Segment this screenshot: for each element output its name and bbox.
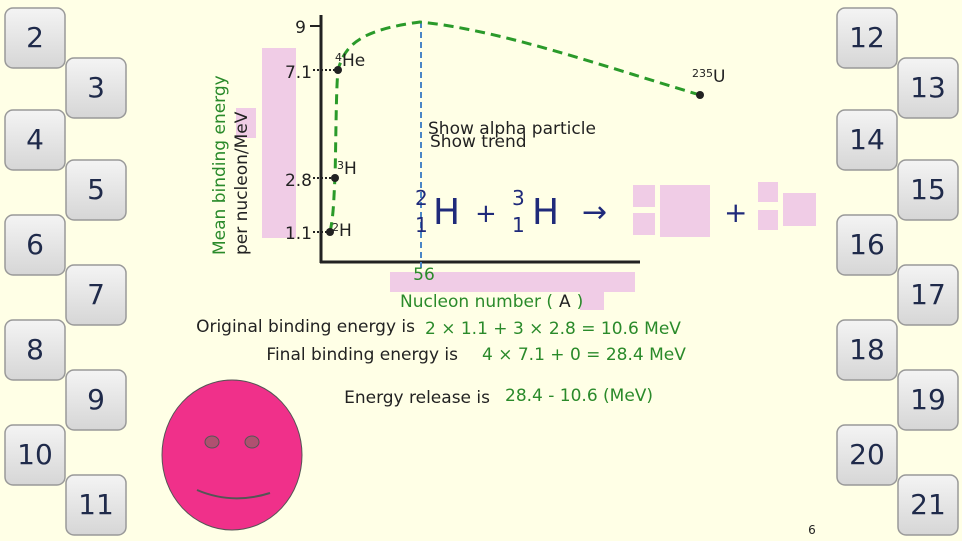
y-axis-label: Mean binding energy xyxy=(210,75,230,255)
tile-number: 21 xyxy=(910,488,946,521)
tile-number: 5 xyxy=(87,173,105,206)
number-tile xyxy=(65,474,127,536)
release-label: Energy release is xyxy=(344,388,490,408)
nuclide-label: 3H xyxy=(337,159,357,179)
y-label: 9 xyxy=(295,18,306,38)
points xyxy=(326,66,704,236)
x-axis-label: Nucleon number (A) xyxy=(400,292,583,312)
mass-number: 2 xyxy=(415,186,428,210)
number-tile xyxy=(4,214,66,276)
tile-number: 2 xyxy=(26,21,44,54)
number-tile xyxy=(4,319,66,381)
number-tile xyxy=(65,57,127,119)
original-value: 2 × 1.1 + 3 × 2.8 = 10.6 MeV xyxy=(425,319,681,339)
number-tile xyxy=(897,159,959,221)
nuclide-label: 4He xyxy=(335,51,365,71)
tile-number: 18 xyxy=(849,333,885,366)
tile-number: 7 xyxy=(87,278,105,311)
number-tile xyxy=(65,369,127,431)
tile-number: 10 xyxy=(17,438,53,471)
page-number: 6 xyxy=(808,523,816,537)
guides xyxy=(313,69,338,233)
show-trend-button[interactable]: Show trend xyxy=(430,132,527,152)
plus: + xyxy=(724,196,747,229)
nuclide-label: 2H xyxy=(332,221,352,241)
number-tile xyxy=(836,319,898,381)
y-axis-label: per nucleon/MeV xyxy=(232,111,252,255)
number-tile xyxy=(65,264,127,326)
nuclide-label: 235U xyxy=(692,67,725,87)
tile-number: 16 xyxy=(849,228,885,261)
number-tile xyxy=(897,474,959,536)
final-label: Final binding energy is xyxy=(266,345,458,365)
tile-number: 9 xyxy=(87,383,105,416)
number-tile xyxy=(4,7,66,69)
original-label: Original binding energy is xyxy=(196,317,415,337)
number-tile xyxy=(836,424,898,486)
y-label: 7.1 xyxy=(285,63,312,83)
number-tile xyxy=(897,369,959,431)
tile-number: 6 xyxy=(26,228,44,261)
number-tile xyxy=(836,214,898,276)
number-tile xyxy=(897,57,959,119)
show-alpha-button[interactable]: Show alpha particle xyxy=(428,119,596,139)
number-tile xyxy=(836,109,898,171)
symbol: H xyxy=(532,192,559,233)
x-label: 56 xyxy=(413,265,435,285)
tile-number: 14 xyxy=(849,123,885,156)
y-label: 2.8 xyxy=(285,171,312,191)
equation: 2 1 H + 3 1 H → + xyxy=(415,186,747,237)
plus: + xyxy=(475,199,497,229)
y-label: 1.1 xyxy=(285,224,312,244)
tile-number: 17 xyxy=(910,278,946,311)
graph: Mean binding energy per nucleon/MeV 9 7.… xyxy=(210,15,725,312)
smiley xyxy=(161,379,303,531)
symbol: H xyxy=(433,192,460,233)
tile-number: 20 xyxy=(849,438,885,471)
tile-number: 12 xyxy=(849,21,885,54)
release-value: 28.4 - 10.6 (MeV) xyxy=(505,386,653,406)
number-tile xyxy=(4,424,66,486)
number-tile xyxy=(65,159,127,221)
final-value: 4 × 7.1 + 0 = 28.4 MeV xyxy=(482,345,686,365)
tile-number: 8 xyxy=(26,333,44,366)
tile-number: 13 xyxy=(910,71,946,104)
tile-number: 4 xyxy=(26,123,44,156)
number-tile xyxy=(4,109,66,171)
arrow: → xyxy=(582,195,607,230)
number-tile xyxy=(897,264,959,326)
number-tile xyxy=(836,7,898,69)
tile-number: 11 xyxy=(78,488,114,521)
tile-number: 3 xyxy=(87,71,105,104)
mass-number: 3 xyxy=(512,186,525,210)
atomic-number: 1 xyxy=(415,213,428,237)
tile-number: 19 xyxy=(910,383,946,416)
highlights xyxy=(236,48,816,310)
atomic-number: 1 xyxy=(512,213,525,237)
tile-number: 15 xyxy=(910,173,946,206)
